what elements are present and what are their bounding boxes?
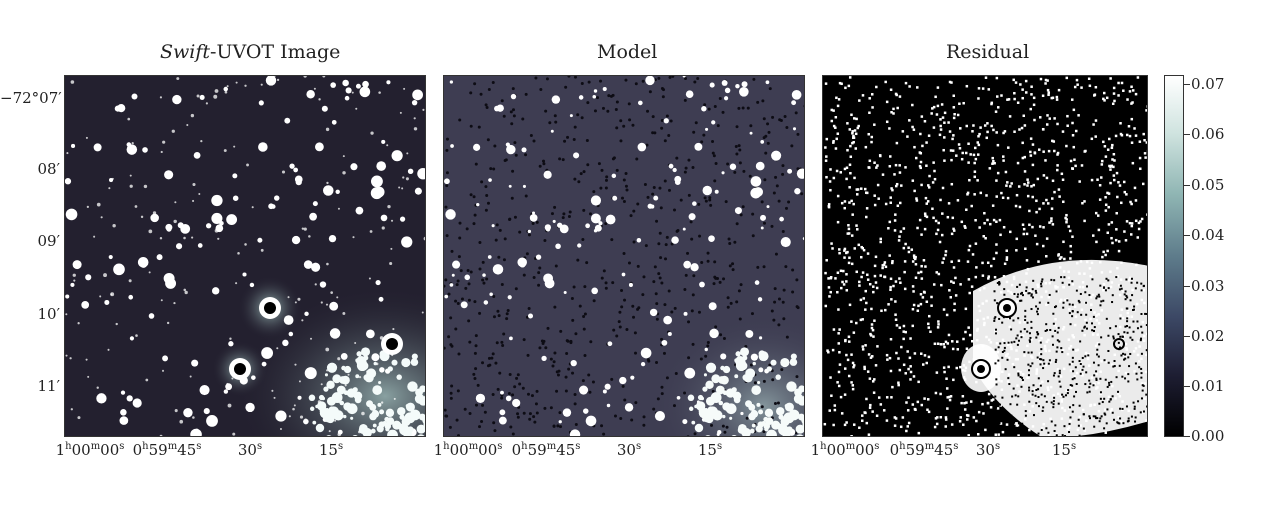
ra-tick: 0h59m45s bbox=[889, 441, 959, 459]
dec-tick: 08′ bbox=[37, 160, 61, 178]
colorbar-tick-mark bbox=[1184, 185, 1190, 186]
dec-tick: −72°07′ bbox=[0, 89, 62, 107]
ra-tick: 0h59m45s bbox=[132, 441, 202, 459]
colorbar-tick-mark bbox=[1184, 386, 1190, 387]
panel-title-model: Model bbox=[597, 41, 658, 63]
ra-tick: 15s bbox=[697, 441, 723, 459]
ra-tick: 30s bbox=[975, 441, 1001, 459]
colorbar-tick-label: 0.05 bbox=[1191, 176, 1225, 194]
ra-tick: 15s bbox=[318, 441, 344, 459]
colorbar-tick-mark bbox=[1184, 134, 1190, 135]
colorbar-tick-label: 0.06 bbox=[1191, 125, 1225, 143]
ra-tick: 15s bbox=[1051, 441, 1077, 459]
panel-title-italic: Swift bbox=[160, 41, 211, 63]
dec-tick: 10′ bbox=[37, 305, 61, 323]
colorbar-tick-label: 0.02 bbox=[1191, 327, 1225, 345]
colorbar-tick-label: 0.07 bbox=[1191, 75, 1225, 93]
ra-tick: 0h59m45s bbox=[511, 441, 581, 459]
model-image bbox=[444, 76, 804, 436]
colorbar-tick-mark bbox=[1184, 235, 1190, 236]
model-panel bbox=[443, 75, 805, 437]
colorbar-tick-label: 0.01 bbox=[1191, 377, 1225, 395]
ra-tick: 30s bbox=[616, 441, 642, 459]
residual-panel bbox=[822, 75, 1148, 437]
colorbar-tick-label: 0.00 bbox=[1191, 427, 1225, 445]
colorbar-tick-mark bbox=[1184, 286, 1190, 287]
panel-title-rest: -UVOT Image bbox=[210, 41, 341, 63]
ra-tick: 30s bbox=[237, 441, 263, 459]
colorbar-tick-label: 0.04 bbox=[1191, 226, 1225, 244]
panel-title-residual: Residual bbox=[946, 41, 1030, 63]
colorbar-tick-mark bbox=[1184, 336, 1190, 337]
panel-title-image: Swift-UVOT Image bbox=[160, 41, 340, 63]
uvot-image bbox=[65, 76, 425, 436]
colorbar-tick-mark bbox=[1184, 436, 1190, 437]
dec-tick: 11′ bbox=[37, 377, 61, 395]
colorbar bbox=[1164, 75, 1184, 437]
dec-tick: 09′ bbox=[37, 232, 61, 250]
colorbar-tick-mark bbox=[1184, 84, 1190, 85]
ra-tick: 1h00m00s bbox=[55, 441, 125, 459]
ra-tick: 1h00m00s bbox=[433, 441, 503, 459]
uvot-image-panel bbox=[64, 75, 426, 437]
colorbar-tick-label: 0.03 bbox=[1191, 277, 1225, 295]
residual-image bbox=[823, 76, 1147, 436]
ra-tick: 1h00m00s bbox=[810, 441, 880, 459]
